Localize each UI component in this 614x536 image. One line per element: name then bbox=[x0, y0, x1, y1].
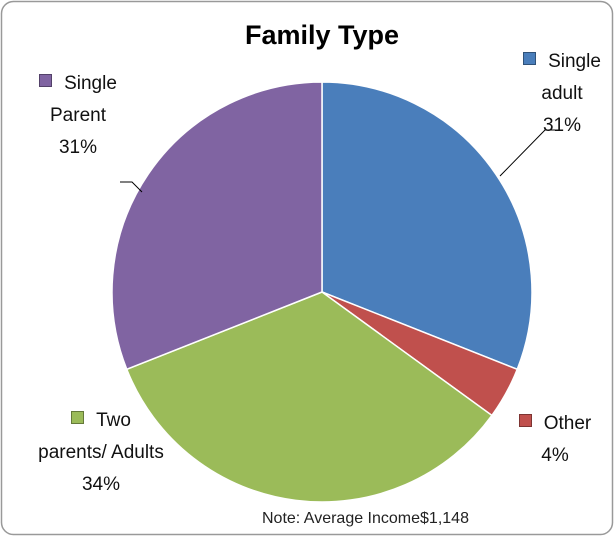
value-label: 31% bbox=[58, 137, 98, 158]
category-label: Single adult bbox=[541, 51, 601, 104]
chart-title: Family Type bbox=[244, 20, 400, 50]
data-label: Two parents/ Adults 34% bbox=[36, 405, 166, 501]
category-label: Two parents/ Adults bbox=[38, 410, 164, 463]
category-label: Single Parent bbox=[50, 73, 117, 126]
category-label: Other bbox=[543, 413, 592, 434]
data-label: Single Parent 31% bbox=[14, 68, 142, 164]
pie-slice bbox=[111, 81, 323, 371]
leader-line bbox=[499, 129, 560, 177]
legend-key bbox=[518, 414, 532, 427]
value-label: 4% bbox=[541, 445, 569, 466]
pie-slice bbox=[321, 81, 533, 371]
pie bbox=[111, 81, 533, 503]
leader-line bbox=[120, 181, 143, 193]
legend-key bbox=[523, 52, 537, 65]
pie-slice bbox=[125, 291, 493, 503]
data-label: Single adult 31% bbox=[512, 46, 612, 142]
value-label: 31% bbox=[542, 115, 582, 136]
legend-key bbox=[39, 74, 53, 87]
legend-key bbox=[71, 411, 85, 424]
value-label: 34% bbox=[81, 474, 121, 495]
note: Note: Average Income$1,148 bbox=[262, 510, 469, 527]
data-label: Other 4% bbox=[503, 408, 607, 472]
